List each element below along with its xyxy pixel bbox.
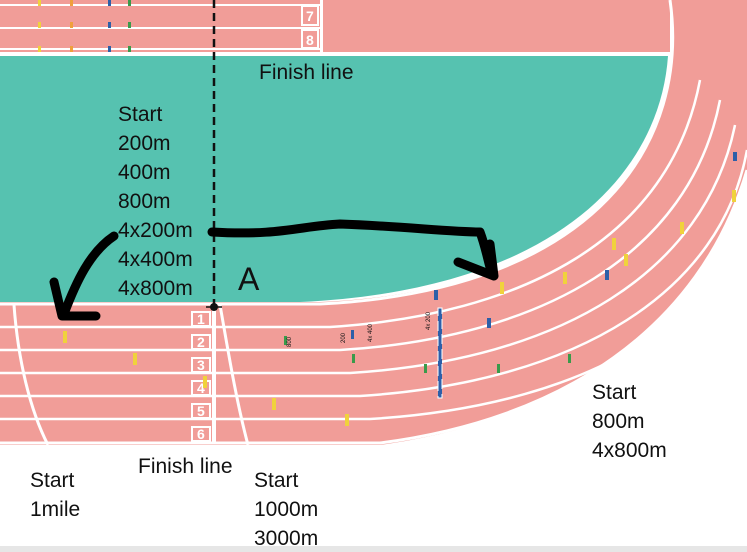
bottom-strip [0, 546, 747, 552]
curve-markers [63, 152, 737, 426]
lane-numbers-top: 7 8 [301, 5, 319, 49]
lane-number: 5 [197, 403, 205, 419]
finish-line-label-top: Finish line [259, 61, 354, 84]
start-label: 4x400m [118, 248, 193, 271]
infield-start-list: Start 200m 400m 800m 4x200m 4x400m 4x800… [118, 103, 193, 300]
curve-track [0, 0, 747, 445]
start-1mile-label: Start 1mile [30, 469, 80, 521]
lane-numbers-bottom: 1 2 3 4 5 6 [191, 311, 211, 442]
mark-label: 4x 400 [368, 323, 374, 342]
lane-number: 2 [197, 334, 205, 350]
finish-line-label-bottom: Finish line [138, 455, 233, 478]
top-markers [38, 0, 131, 52]
start-label: 200m [118, 132, 171, 155]
start-label: 4x200m [118, 219, 193, 242]
lane-number: 7 [306, 8, 314, 24]
infield [0, 56, 668, 302]
point-a-label: A [238, 261, 260, 297]
lane-number: 8 [306, 32, 314, 48]
start-label: 4x800m [118, 277, 193, 300]
mark-label: 4x 200 [426, 311, 432, 330]
mark-label: 200 [341, 332, 347, 343]
start-label: Start [592, 381, 637, 404]
start-label: Start [118, 103, 163, 126]
lane-number: 4 [197, 380, 205, 396]
start-label: 4x800m [592, 439, 667, 462]
finish-line-bottom [212, 305, 216, 443]
start-800m-label: Start 800m 4x800m [592, 381, 667, 462]
hand-drawn-arrows [49, 219, 499, 321]
lane-number: 3 [197, 357, 205, 373]
start-label: 800m [118, 190, 171, 213]
start-1mile-line [12, 304, 50, 446]
start-label: 1000m [254, 498, 318, 521]
start-label: 1mile [30, 498, 80, 521]
start-1000m-line [218, 304, 250, 446]
start-label: 800m [592, 410, 645, 433]
start-label: 400m [118, 161, 171, 184]
start-1000m-label: Start 1000m 3000m [254, 469, 318, 550]
lane-number: 6 [197, 426, 205, 442]
start-label: Start [254, 469, 299, 492]
tiny-labels: 800 200 4x 400 4x 200 [287, 311, 432, 347]
top-straight [0, 0, 670, 55]
start-label: Start [30, 469, 75, 492]
start-label: 3000m [254, 527, 318, 550]
mark-label: 800 [287, 336, 293, 347]
lane-number: 1 [197, 311, 205, 327]
